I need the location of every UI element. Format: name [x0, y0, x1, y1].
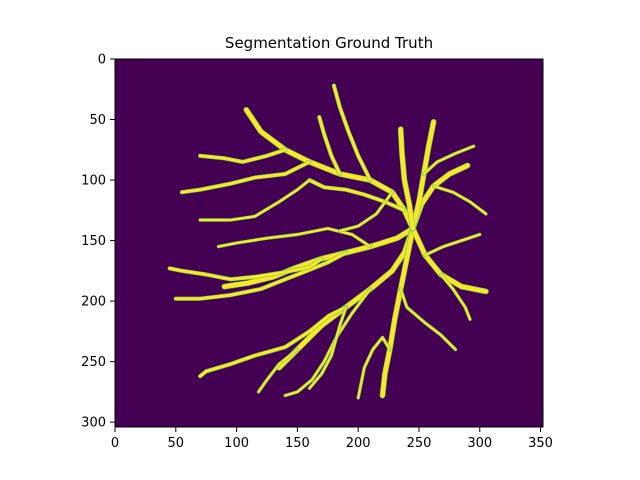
vessel-segment [338, 191, 394, 232]
vessel-segment [380, 226, 416, 398]
vessel-segment [217, 227, 372, 248]
vessel-segment [199, 179, 311, 222]
vessel-segment [432, 185, 487, 215]
vessel-segment [180, 160, 311, 194]
y-tick-label: 0 [98, 53, 106, 68]
y-tick-label: 50 [89, 113, 106, 128]
x-tick-label: 300 [467, 436, 492, 451]
y-tick-label: 200 [81, 295, 106, 310]
vessel-segment [357, 336, 391, 399]
vessel-segment [399, 287, 457, 351]
vessel-segment [424, 233, 481, 257]
x-tick-label: 200 [346, 436, 371, 451]
x-tick-label: 0 [111, 436, 119, 451]
vessel-segment [168, 257, 324, 281]
vessel-segment [276, 226, 416, 370]
vessel-segment [332, 84, 372, 182]
axes-frame [114, 58, 544, 428]
x-axis: 0 50 100 150 200 250 300 350 [111, 427, 553, 451]
vessel-segment [257, 348, 299, 393]
y-tick-label: 250 [81, 355, 106, 370]
x-tick-label: 150 [285, 436, 310, 451]
segmentation-image [115, 59, 543, 427]
vessel-segment [308, 178, 406, 212]
plot-title: Segmentation Ground Truth [224, 34, 434, 52]
x-tick-label: 50 [168, 436, 185, 451]
y-tick-label: 300 [81, 416, 106, 431]
vessel-segment [308, 306, 348, 390]
image-background [115, 59, 543, 427]
vessel-segment [174, 251, 348, 301]
x-tick-label: 250 [407, 436, 432, 451]
x-tick-label: 350 [528, 436, 553, 451]
vessel-segment [439, 273, 472, 321]
x-tick-label: 100 [224, 436, 249, 451]
vessel-segment [317, 115, 342, 176]
vessel-segment [198, 148, 287, 164]
vessel-segment [398, 126, 416, 231]
y-tick-label: 150 [81, 234, 106, 249]
y-axis: 0 50 100 150 200 250 300 [81, 53, 115, 431]
vessel-segment [198, 305, 348, 378]
vessel-segment [284, 287, 372, 397]
y-tick-label: 100 [81, 174, 106, 189]
vessel-segment [422, 145, 475, 176]
